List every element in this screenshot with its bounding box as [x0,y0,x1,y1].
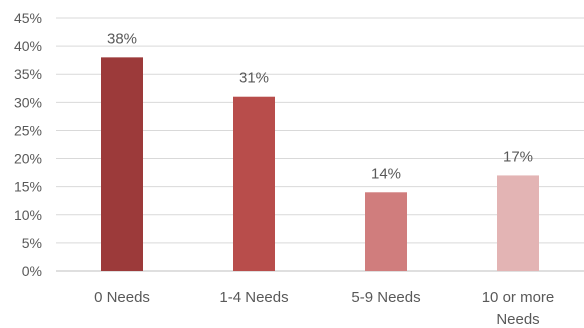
x-tick-label: 1-4 Needs [219,289,288,306]
y-tick-label: 40% [14,38,42,54]
bar [365,192,407,271]
y-tick-label: 25% [14,122,42,138]
y-tick-label: 20% [14,151,42,167]
bar [101,57,143,271]
y-tick-label: 0% [22,263,42,279]
data-label: 14% [371,165,401,182]
x-tick-label: 5-9 Needs [351,289,420,306]
y-tick-label: 10% [14,207,42,223]
x-tick-label: 0 Needs [94,289,150,306]
y-tick-label: 35% [14,66,42,82]
y-tick-label: 45% [14,10,42,26]
y-axis: 0% 5% 10% 15% 20% 25% 30% 35% 40% 45% [14,10,42,279]
bar [497,175,539,271]
bar [233,96,275,271]
y-tick-label: 15% [14,179,42,195]
x-axis: 0 Needs 1-4 Needs 5-9 Needs 10 or more Needs [94,289,554,328]
data-label: 17% [503,148,533,165]
gridlines [56,17,584,272]
data-label: 38% [107,30,137,47]
y-tick-label: 5% [22,235,42,251]
y-tick-label: 30% [14,94,42,110]
data-label: 31% [239,70,269,87]
bars [101,57,539,271]
data-labels: 38% 31% 14% 17% [107,30,533,182]
x-tick-label: 10 or more Needs [482,289,555,328]
